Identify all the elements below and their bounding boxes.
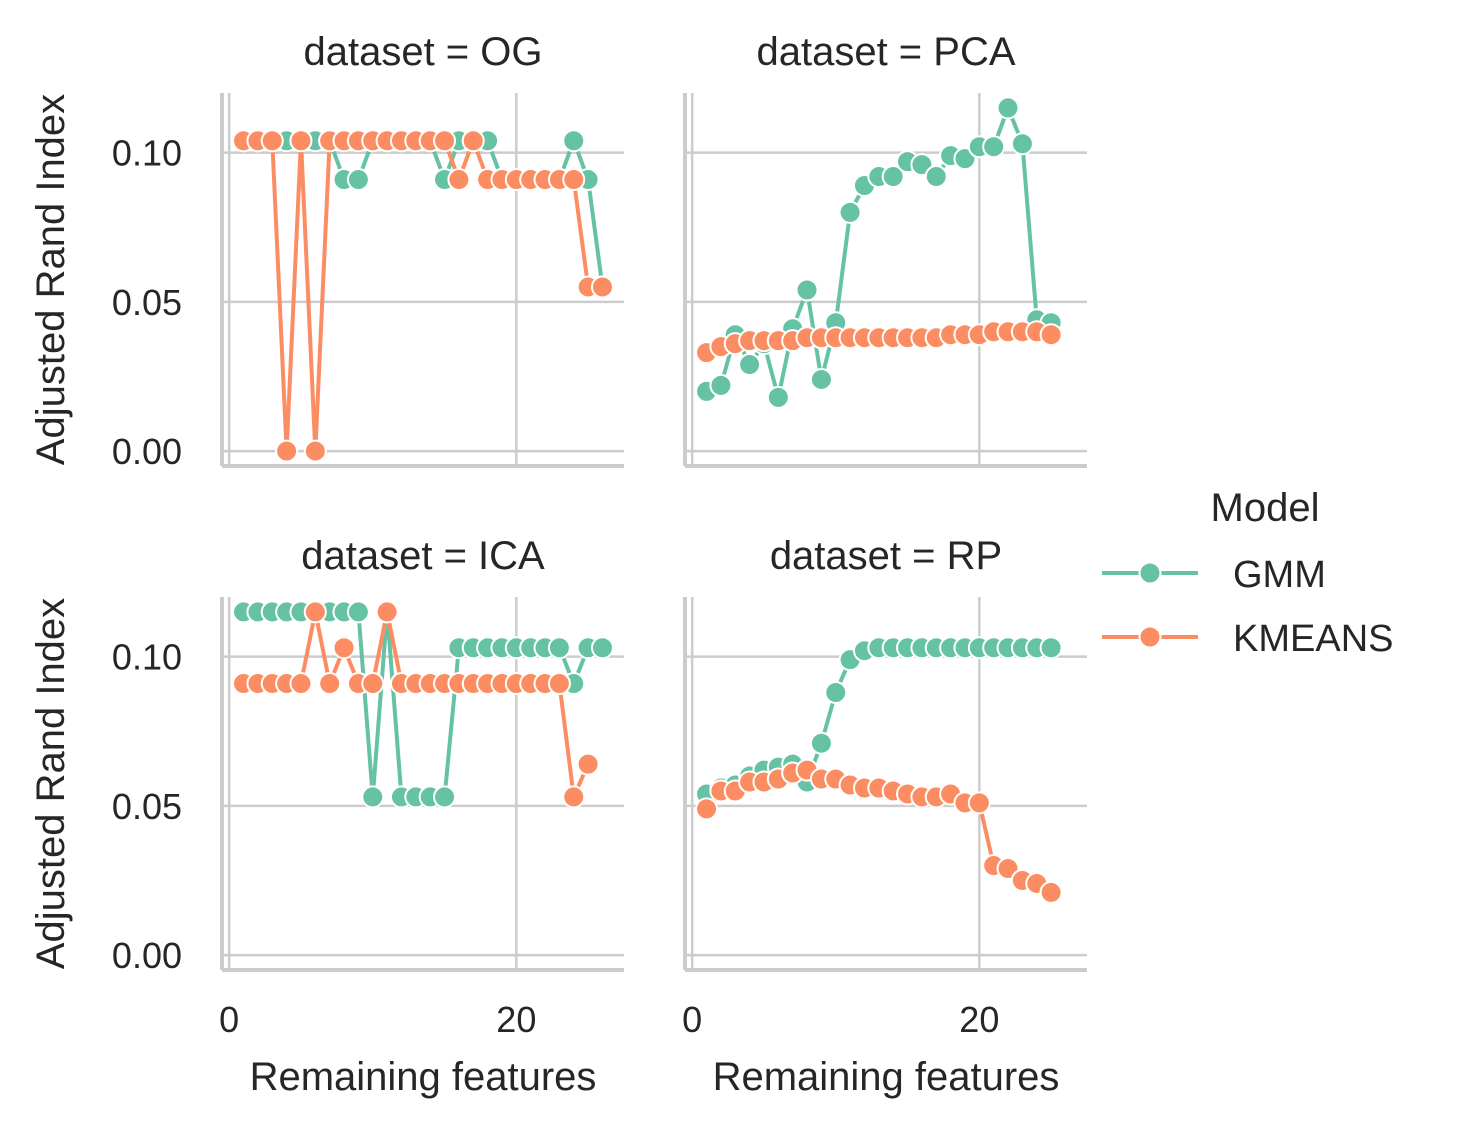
y-tick-label: 0.05 <box>112 786 182 827</box>
y-axis-label: Adjusted Rand Index <box>29 94 73 465</box>
data-point-kmeans <box>375 600 399 624</box>
legend-label-gmm: GMM <box>1233 554 1326 596</box>
y-tick-label: 0.05 <box>112 282 182 323</box>
data-point-gmm <box>824 680 848 704</box>
x-axis-label: Remaining features <box>250 1055 597 1099</box>
x-axis-label: Remaining features <box>713 1055 1060 1099</box>
data-point-kmeans <box>332 636 356 660</box>
data-point-kmeans <box>590 275 614 299</box>
legend-marker-gmm <box>1138 561 1162 585</box>
data-point-kmeans <box>695 797 719 821</box>
data-point-kmeans <box>562 785 586 809</box>
data-point-gmm <box>562 129 586 153</box>
data-point-gmm <box>982 135 1006 159</box>
data-point-gmm <box>838 200 862 224</box>
y-tick-label: 0.10 <box>112 133 182 174</box>
x-tick-label: 20 <box>496 999 536 1040</box>
data-point-gmm <box>881 165 905 189</box>
data-point-gmm <box>433 785 457 809</box>
panel-title: dataset = OG <box>303 30 542 74</box>
panel-title: dataset = RP <box>770 534 1002 578</box>
legend: Model GMM KMEANS <box>1102 486 1393 660</box>
data-point-gmm <box>346 600 370 624</box>
data-point-kmeans <box>1039 323 1063 347</box>
data-point-gmm <box>590 636 614 660</box>
data-point-kmeans <box>260 129 284 153</box>
data-point-kmeans <box>967 791 991 815</box>
data-point-gmm <box>1010 132 1034 156</box>
data-point-gmm <box>996 96 1020 120</box>
data-point-gmm <box>738 353 762 377</box>
data-point-kmeans <box>289 672 313 696</box>
panel-title: dataset = PCA <box>756 30 1015 74</box>
y-tick-label: 0.00 <box>112 935 182 976</box>
x-tick-label: 0 <box>219 999 239 1040</box>
data-point-gmm <box>809 367 833 391</box>
x-tick-label: 0 <box>682 999 702 1040</box>
data-point-kmeans <box>275 439 299 463</box>
data-point-gmm <box>924 165 948 189</box>
panel-2: dataset = ICA 0.00 0.05 0.10 Adjusted Rand I… <box>29 534 624 1099</box>
data-point-gmm <box>1039 636 1063 660</box>
y-tick-label: 0.10 <box>112 637 182 678</box>
y-tick-label: 0.00 <box>112 431 182 472</box>
panel-3: dataset = RP 0 20 Remaining features <box>682 534 1087 1099</box>
chart-panels: dataset = OG 0.00 0.05 0.10 Adjusted Rand In… <box>29 30 1087 1099</box>
panel-title: dataset = ICA <box>301 534 545 578</box>
data-point-gmm <box>809 731 833 755</box>
data-point-kmeans <box>289 129 313 153</box>
panel-1: dataset = PCA <box>683 30 1087 468</box>
data-point-kmeans <box>303 439 327 463</box>
legend-marker-kmeans <box>1138 625 1162 649</box>
legend-label-kmeans: KMEANS <box>1233 618 1393 660</box>
legend-title: Model <box>1211 486 1320 530</box>
data-point-gmm <box>795 278 819 302</box>
data-point-gmm <box>766 385 790 409</box>
y-axis-label: Adjusted Rand Index <box>29 598 73 969</box>
data-point-kmeans <box>562 168 586 192</box>
data-point-kmeans <box>433 129 457 153</box>
data-point-kmeans <box>303 600 327 624</box>
data-point-kmeans <box>361 672 385 696</box>
data-point-kmeans <box>547 672 571 696</box>
data-point-gmm <box>361 785 385 809</box>
data-point-gmm <box>709 373 733 397</box>
x-tick-label: 20 <box>959 999 999 1040</box>
data-point-kmeans <box>447 168 471 192</box>
data-point-gmm <box>346 168 370 192</box>
data-point-kmeans <box>576 752 600 776</box>
data-point-gmm <box>547 636 571 660</box>
data-point-kmeans <box>461 129 485 153</box>
panel-0: dataset = OG 0.00 0.05 0.10 Adjusted Rand In… <box>29 30 624 472</box>
data-point-kmeans <box>1039 880 1063 904</box>
data-point-kmeans <box>318 672 342 696</box>
